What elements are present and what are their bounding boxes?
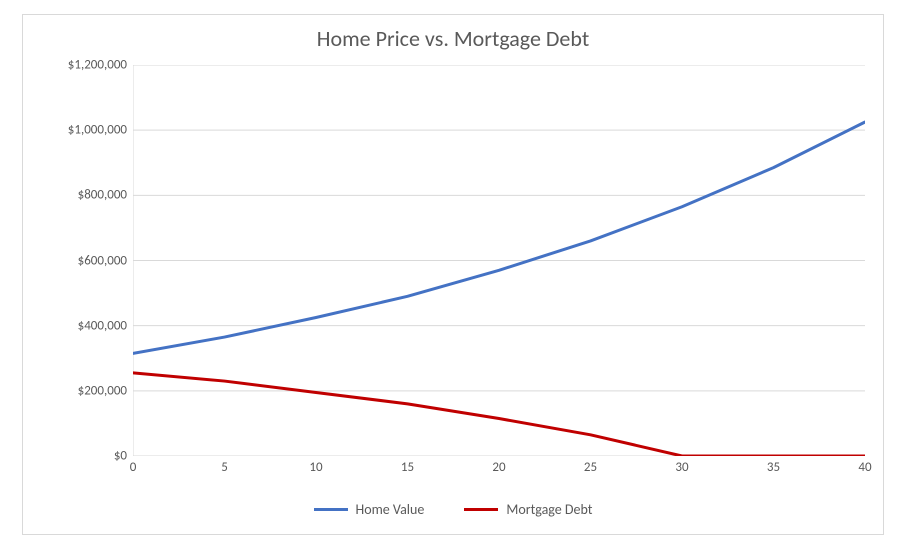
x-tick-label: 0 <box>130 456 137 475</box>
plot-area: $0$200,000$400,000$600,000$800,000$1,000… <box>133 65 865 456</box>
x-tick-label: 15 <box>401 456 414 475</box>
y-tick-label: $1,200,000 <box>68 58 133 73</box>
x-tick-label: 25 <box>584 456 597 475</box>
chart-frame: Home Price vs. Mortgage Debt $0$200,000$… <box>22 14 884 535</box>
legend-swatch <box>464 508 498 511</box>
x-tick-label: 40 <box>858 456 871 475</box>
y-tick-label: $1,000,000 <box>68 123 133 138</box>
chart-title: Home Price vs. Mortgage Debt <box>23 25 883 52</box>
y-tick-label: $600,000 <box>78 253 133 268</box>
legend-item: Mortgage Debt <box>464 501 592 518</box>
legend: Home Value Mortgage Debt <box>23 501 883 518</box>
x-tick-label: 20 <box>492 456 505 475</box>
y-tick-label: $200,000 <box>78 383 133 398</box>
x-tick-label: 10 <box>309 456 322 475</box>
legend-label: Home Value <box>356 501 425 518</box>
legend-label: Mortgage Debt <box>506 501 592 518</box>
x-tick-label: 35 <box>767 456 780 475</box>
y-tick-label: $800,000 <box>78 188 133 203</box>
x-tick-label: 30 <box>675 456 688 475</box>
y-tick-label: $400,000 <box>78 318 133 333</box>
x-tick-label: 5 <box>221 456 228 475</box>
legend-item: Home Value <box>314 501 425 518</box>
legend-swatch <box>314 508 348 511</box>
chart-svg <box>133 65 865 456</box>
